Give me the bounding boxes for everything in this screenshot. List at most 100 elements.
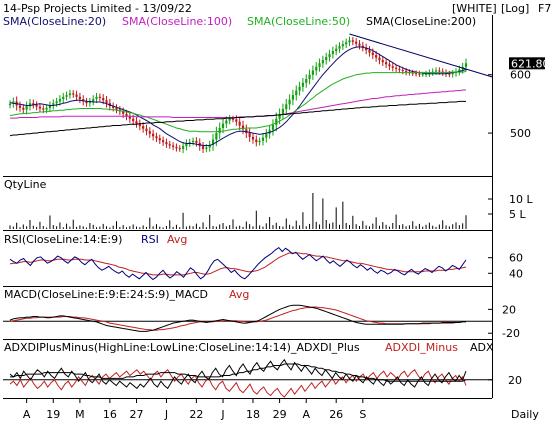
candle-body <box>195 140 198 143</box>
candle-body <box>115 107 118 110</box>
candle-body <box>428 72 431 74</box>
candle-body <box>255 139 258 143</box>
key-label: F7 <box>538 2 551 15</box>
candle-body <box>181 146 185 149</box>
candle-body <box>305 79 308 83</box>
x-tick-label: 22 <box>189 408 203 421</box>
candle-body <box>441 71 444 73</box>
candle-body <box>261 137 265 141</box>
candle-body <box>135 121 138 124</box>
y-tick-label: 5 L <box>509 208 526 221</box>
candle-body <box>375 55 378 58</box>
candle-body <box>245 129 248 134</box>
scale-label[interactable]: [Log] <box>501 2 529 15</box>
volume-panel[interactable]: 10 L 5 L <box>9 193 533 229</box>
y-tick-label: 600 <box>510 69 531 82</box>
candle-body <box>208 144 211 148</box>
candle-body <box>331 51 334 55</box>
candle-body <box>235 119 238 122</box>
candle-body <box>444 72 448 74</box>
candle-body <box>251 136 255 140</box>
adx-line <box>10 363 467 382</box>
candle-body <box>371 52 374 56</box>
candle-body <box>275 118 278 125</box>
period-label[interactable]: Daily <box>511 408 539 421</box>
candle-body <box>178 148 181 150</box>
candle-body <box>411 72 414 74</box>
candle-body <box>225 120 228 124</box>
candle-body <box>345 42 348 45</box>
mode-label[interactable]: [WHITE] <box>452 2 497 15</box>
x-tick-label: S <box>359 408 366 421</box>
candle-body <box>464 63 468 67</box>
x-tick-label: A <box>302 408 310 421</box>
candle-body <box>285 104 288 110</box>
candle-body <box>168 144 171 146</box>
candle-body <box>75 94 78 97</box>
candle-body <box>265 133 268 138</box>
candle-body <box>85 101 88 104</box>
candle-body <box>421 74 424 76</box>
x-tick-label: 18 <box>246 408 260 421</box>
candle-body <box>391 66 394 68</box>
rsi-line <box>9 246 467 281</box>
last-price-label: 621.80 <box>511 57 550 70</box>
candle-body <box>42 108 45 110</box>
legend-sma20: SMA(CloseLine:20) <box>3 15 106 28</box>
candle-body <box>355 41 358 44</box>
macd-panel[interactable]: 20 -20 <box>3 303 520 340</box>
candle-body <box>82 99 85 102</box>
y-tick-label: 40 <box>509 267 523 280</box>
candle-body <box>211 139 215 145</box>
candle-body <box>78 96 81 100</box>
rsi-legend-avg: Avg <box>167 233 187 246</box>
candle-body <box>138 123 141 127</box>
candle-body <box>72 93 75 95</box>
candle-body <box>228 118 231 121</box>
candle-body <box>218 128 221 134</box>
adx-panel[interactable]: 20 <box>3 358 522 398</box>
x-tick-label: J <box>220 408 224 421</box>
candle-body <box>365 47 368 51</box>
candle-body <box>438 70 441 72</box>
x-axis: A 19 M 16 27 J 22 J 18 29 A 26 S <box>23 398 366 421</box>
candle-body <box>318 63 321 67</box>
chart-title: 14-Psp Projects Limited - 13/09/22 <box>3 2 192 15</box>
candle-body <box>102 97 105 101</box>
x-tick-label: 16 <box>103 408 117 421</box>
candle-body <box>434 70 438 72</box>
last-price-box <box>509 57 545 70</box>
candle-body <box>132 118 135 122</box>
candle-body <box>238 121 241 126</box>
legend-sma50: SMA(CloseLine:50) <box>247 15 350 28</box>
candle-body <box>185 143 188 147</box>
candle-body <box>8 103 12 106</box>
adx-title: ADXDIPlusMinus(HighLine:LowLine:CloseLin… <box>4 341 360 354</box>
candle-body <box>45 107 48 110</box>
price-panel[interactable]: 600 500 621.80 <box>8 33 550 154</box>
rsi-legend-rsi: RSI <box>141 233 159 246</box>
candle-body <box>191 140 195 143</box>
candle-body <box>378 57 381 61</box>
candle-body <box>52 103 55 106</box>
candle-body <box>418 73 421 75</box>
candle-body <box>22 107 25 110</box>
y-tick-label: 20 <box>508 374 522 387</box>
x-tick-label: J <box>164 408 168 421</box>
sma20-line <box>9 46 467 146</box>
candle-body <box>165 142 168 145</box>
y-tick-label: 20 <box>502 303 516 316</box>
candle-body <box>308 74 311 80</box>
macd-line <box>9 304 466 332</box>
candle-body <box>62 96 65 100</box>
candle-body <box>122 111 125 114</box>
candle-body <box>98 96 101 98</box>
candle-body <box>295 90 298 96</box>
y-tick-label: 10 L <box>509 193 533 206</box>
candle-body <box>158 138 161 141</box>
x-tick-label: A <box>23 408 31 421</box>
candle-body <box>215 133 218 140</box>
